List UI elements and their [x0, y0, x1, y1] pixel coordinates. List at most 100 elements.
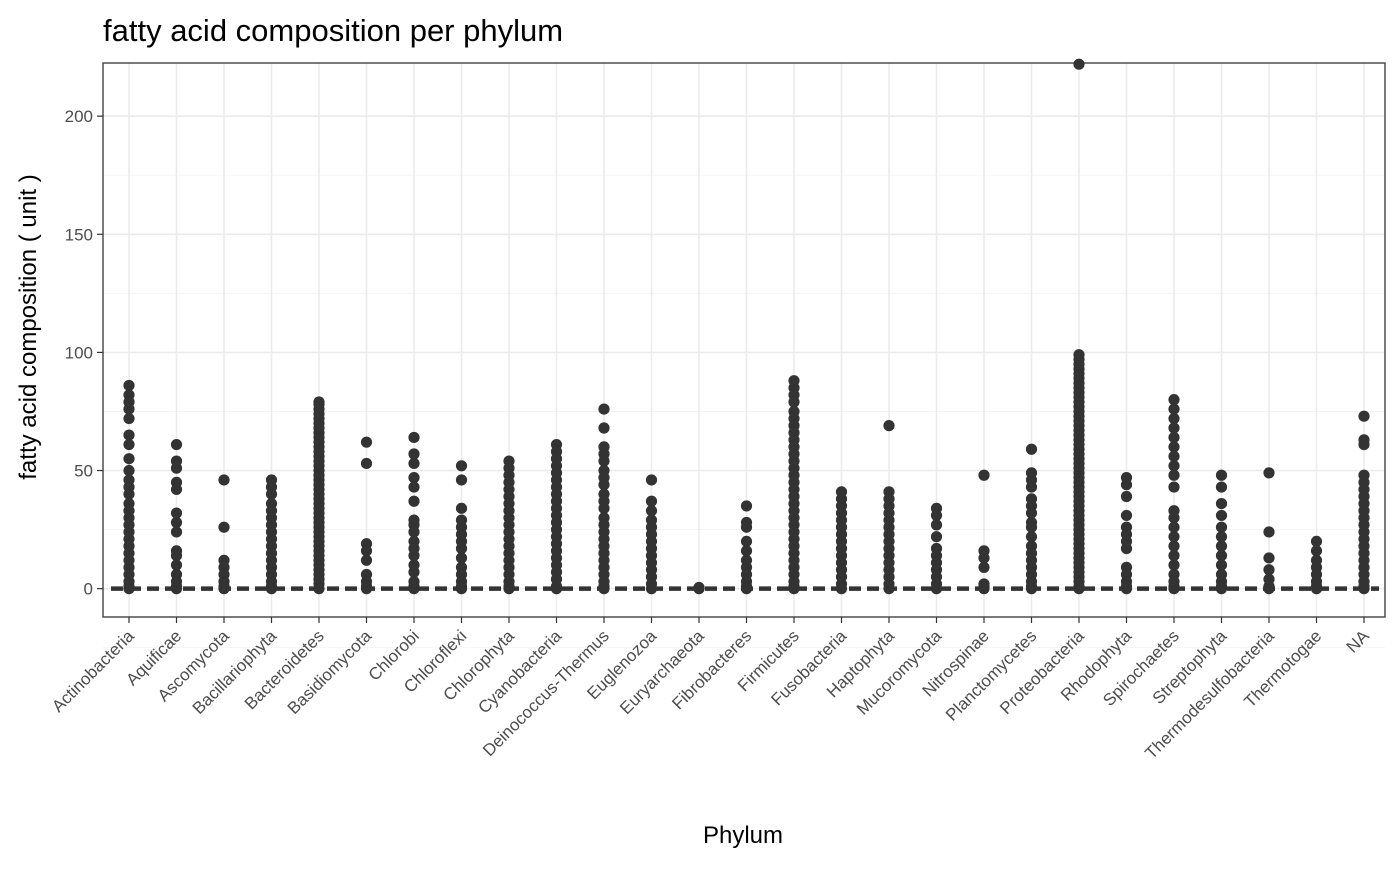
data-point	[408, 549, 420, 562]
data-point	[1215, 521, 1228, 533]
x-axis-title: Phylum	[703, 822, 783, 849]
data-point	[930, 583, 943, 595]
data-point	[408, 481, 420, 493]
x-tick-label: NA	[1343, 626, 1374, 657]
data-point	[123, 464, 135, 477]
data-point	[930, 531, 943, 543]
data-point	[1025, 443, 1038, 455]
data-point	[1025, 507, 1038, 519]
data-point	[1310, 535, 1323, 548]
x-tick-label: Proteobacteria	[996, 626, 1088, 718]
data-point	[645, 474, 658, 486]
data-point	[218, 521, 230, 533]
data-point	[408, 431, 420, 444]
data-point	[883, 420, 895, 432]
data-point	[1358, 410, 1370, 422]
data-point	[1073, 58, 1085, 70]
data-point	[598, 422, 610, 434]
data-point	[360, 554, 373, 566]
data-point	[170, 526, 183, 538]
data-point	[1358, 438, 1370, 451]
data-point	[170, 559, 183, 571]
data-point	[455, 474, 468, 486]
data-point	[1168, 460, 1180, 472]
data-point	[930, 509, 943, 522]
data-point	[1168, 481, 1180, 493]
data-point	[598, 403, 610, 415]
x-tick-label: Euryarchaeota	[616, 626, 708, 718]
data-point	[1215, 531, 1228, 543]
data-point	[978, 552, 990, 564]
data-point	[170, 462, 183, 474]
chart-title: fatty acid composition per phylum	[103, 13, 563, 48]
data-point	[123, 403, 135, 415]
data-point	[645, 505, 658, 517]
data-point	[1215, 498, 1228, 510]
y-tick-label: 200	[65, 107, 93, 126]
data-point	[1168, 450, 1180, 462]
data-point	[1168, 549, 1180, 562]
data-point	[170, 516, 183, 529]
data-point	[1263, 564, 1275, 576]
data-point	[1120, 542, 1133, 555]
data-point	[360, 545, 373, 557]
data-point	[265, 583, 278, 595]
data-point	[170, 507, 183, 519]
data-point	[408, 457, 420, 470]
data-point	[1168, 540, 1180, 552]
plot-area: 0 50 100 150 200 ActinobacteriaAquificaeAscom…	[48, 58, 1386, 763]
data-point	[1168, 441, 1180, 453]
data-point	[1168, 431, 1180, 444]
data-point	[123, 412, 135, 425]
data-point	[1263, 526, 1275, 538]
data-point	[123, 438, 135, 451]
data-point	[1215, 469, 1228, 481]
data-point	[123, 429, 135, 441]
x-tick-label: Bacillariophyta	[189, 626, 281, 718]
y-tick-label: 50	[74, 462, 93, 481]
data-point	[408, 566, 420, 578]
data-point	[123, 453, 135, 465]
data-point	[1168, 512, 1180, 524]
x-tick-label: Cyanobacteria	[474, 626, 565, 717]
data-point	[408, 472, 420, 484]
data-point	[1310, 545, 1323, 557]
data-point	[1168, 531, 1180, 543]
data-point	[408, 495, 420, 507]
data-point	[360, 457, 373, 470]
data-point	[645, 495, 658, 507]
x-axis: ActinobacteriaAquificaeAscomycotaBacilla…	[48, 617, 1373, 763]
data-point	[170, 438, 183, 451]
data-point	[740, 500, 753, 512]
data-point	[598, 479, 610, 491]
data-point	[455, 542, 468, 555]
data-point	[1215, 559, 1228, 571]
data-point	[598, 455, 610, 467]
data-point	[1168, 422, 1180, 434]
data-point	[1168, 521, 1180, 533]
data-point	[1263, 467, 1275, 479]
y-axis: 0 50 100 150 200	[65, 107, 103, 599]
data-point	[1215, 540, 1228, 552]
data-point	[1168, 559, 1180, 571]
data-point	[1025, 521, 1038, 533]
y-tick-label: 100	[65, 343, 93, 362]
data-point	[170, 483, 183, 496]
data-point	[1263, 552, 1275, 564]
data-point	[1120, 509, 1133, 522]
data-point	[123, 488, 135, 500]
data-point	[978, 469, 990, 481]
data-point	[788, 583, 800, 595]
data-point	[1215, 549, 1228, 562]
data-point	[265, 488, 278, 500]
panel-background	[103, 63, 1385, 617]
data-point	[455, 502, 468, 514]
data-point	[360, 436, 373, 448]
data-point	[408, 448, 420, 460]
data-point	[740, 521, 753, 533]
data-point	[978, 561, 990, 573]
data-point	[788, 396, 800, 408]
panel-border	[102, 62, 1386, 618]
